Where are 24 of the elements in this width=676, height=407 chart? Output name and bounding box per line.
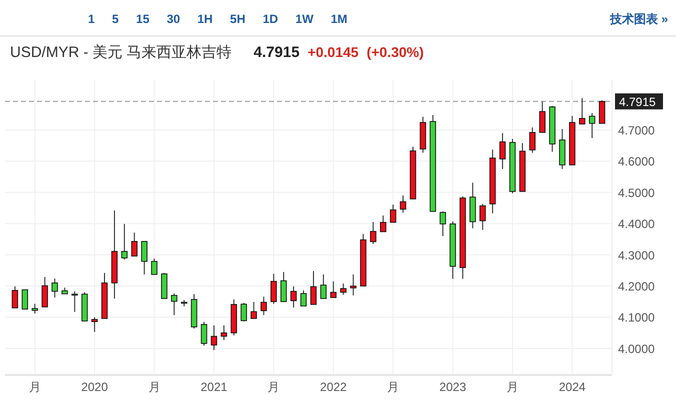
- y-tick-label: 4.2000: [618, 280, 656, 294]
- y-tick-label: 4.7000: [618, 123, 656, 138]
- x-tick-label: 月: [148, 380, 160, 394]
- y-tick-label: 4.4000: [618, 217, 656, 232]
- x-tick-label: 2024: [558, 380, 586, 394]
- y-tick-label: 4.0000: [618, 342, 656, 356]
- x-tick-label: 月: [387, 380, 400, 394]
- chart-title: USD/MYR - 美元 马来西亚林吉特: [10, 44, 232, 61]
- x-tick-label: 2023: [439, 380, 466, 394]
- x-tick-label: 月: [506, 380, 518, 394]
- ref-line-label: 4.7915: [619, 94, 656, 109]
- y-tick-label: 4.1000: [618, 310, 656, 325]
- y-tick-label: 4.6000: [618, 154, 656, 169]
- x-tick-label: 2021: [200, 380, 228, 394]
- x-tick-label: 2020: [81, 380, 108, 394]
- x-tick-label: 月: [268, 380, 280, 394]
- text: 4.7915: [254, 44, 300, 61]
- y-tick-label: 4.5000: [618, 186, 656, 200]
- text: +0.0145: [308, 44, 359, 60]
- y-tick-label: 4.3000: [618, 248, 656, 262]
- x-tick-label: 月: [28, 380, 41, 394]
- x-tick-label: 2022: [320, 380, 348, 394]
- text: (+0.30%): [366, 44, 424, 60]
- text: 技术图表 »: [608, 12, 668, 26]
